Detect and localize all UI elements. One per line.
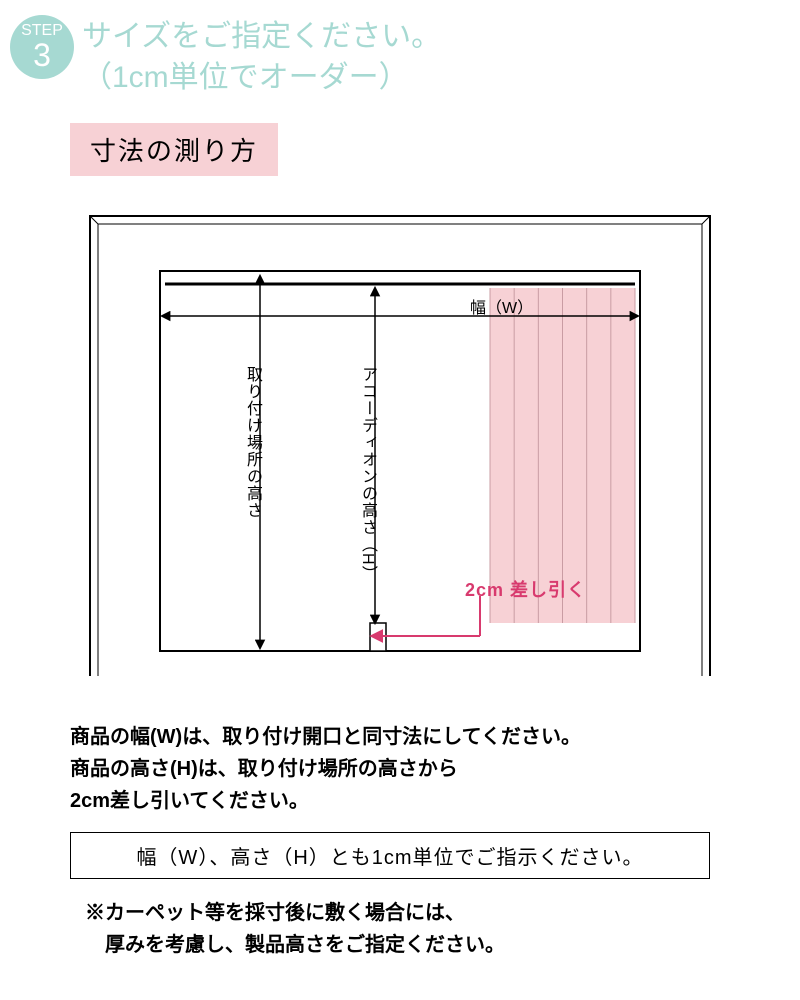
note-line1: ※カーペット等を採寸後に敷く場合には、 [85, 902, 465, 924]
note-line2: 厚みを考慮し、製品高さをご指定ください。 [85, 934, 505, 956]
step-title: サイズをご指定ください。 （1cm単位でオーダー） [82, 15, 441, 98]
description-line3: 2cm差し引いてください。 [70, 790, 309, 812]
description-line2: 商品の高さ(H)は、取り付け場所の高さから [70, 758, 458, 780]
step-number: 3 [33, 39, 51, 71]
step-badge: STEP 3 [10, 15, 74, 79]
description: 商品の幅(W)は、取り付け開口と同寸法にしてください。 商品の高さ(H)は、取り… [70, 721, 730, 817]
subtract-label: 2cm 差し引く [465, 576, 586, 602]
width-label: 幅（W） [470, 294, 533, 318]
unit-instruction: 幅（W）、高さ（H）とも1cm単位でご指示ください。 [70, 832, 710, 879]
measurement-diagram: 取り付け場所の高さ アコーディオンの高さ（H） 幅（W） 2cm 差し引く [70, 196, 730, 696]
mount-height-label: 取り付け場所の高さ [240, 366, 264, 519]
description-line1: 商品の幅(W)は、取り付け開口と同寸法にしてください。 [70, 726, 581, 748]
note: ※カーペット等を採寸後に敷く場合には、 厚みを考慮し、製品高さをご指定ください。 [85, 897, 725, 961]
measure-heading: 寸法の測り方 [70, 123, 278, 176]
diagram-svg [70, 196, 730, 696]
step-title-line2: （1cm単位でオーダー） [82, 61, 409, 94]
accordion-height-label: アコーディオンの高さ（H） [355, 366, 379, 583]
step-header: STEP 3 サイズをご指定ください。 （1cm単位でオーダー） [0, 0, 800, 98]
step-title-line1: サイズをご指定ください。 [82, 20, 441, 53]
